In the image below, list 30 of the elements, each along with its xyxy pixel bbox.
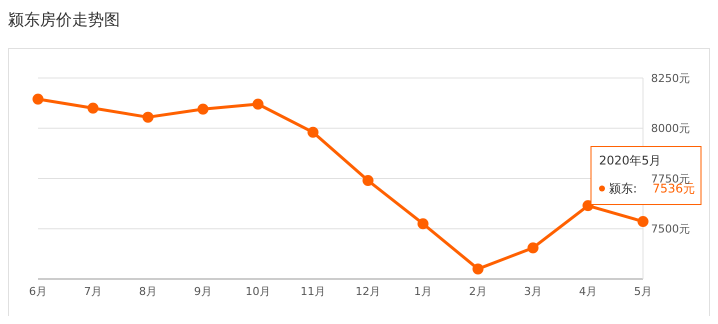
x-tick-label: 1月	[414, 284, 432, 298]
point	[198, 104, 208, 115]
x-tick-label: 3月	[524, 284, 542, 298]
x-tick-label: 9月	[194, 284, 212, 298]
x-tick-label: 2月	[469, 284, 487, 298]
x-tick-label: 11月	[300, 284, 326, 298]
y-tick-label: 7500元	[651, 222, 690, 236]
x-tick-label: 4月	[579, 284, 597, 298]
point	[528, 242, 538, 254]
x-tick-label: 6月	[29, 284, 47, 298]
x-tick-label: 7月	[84, 284, 102, 298]
point	[582, 200, 594, 212]
x-tick-label: 12月	[356, 284, 380, 298]
chart-title: 颍东房价走势图	[8, 10, 120, 31]
point	[418, 218, 428, 230]
point	[88, 102, 98, 114]
y-tick-label: 8000元	[651, 122, 690, 136]
x-tick-label: 5月	[634, 284, 652, 298]
x-tick-label: 8月	[139, 284, 157, 298]
point	[32, 94, 44, 105]
y-tick-label: 8250元	[651, 72, 690, 85]
point	[472, 263, 484, 274]
point	[308, 126, 318, 138]
legend-label: 颍东:	[609, 182, 638, 196]
point	[362, 175, 374, 186]
point	[142, 112, 154, 123]
x-tick-label: 10月	[246, 284, 270, 298]
point	[252, 98, 264, 110]
annotation: 2020年5月	[599, 154, 662, 168]
point	[638, 216, 648, 228]
